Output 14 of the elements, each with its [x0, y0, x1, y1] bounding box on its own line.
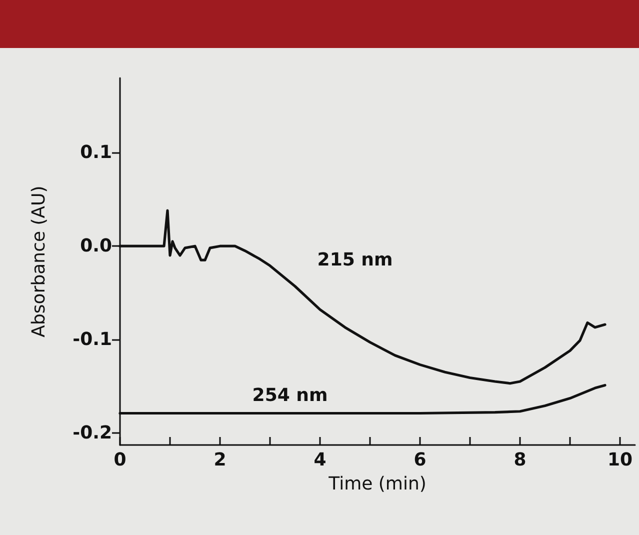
x-tick-label: 0: [114, 450, 126, 470]
x-tick-label: 6: [414, 450, 426, 470]
x-axis-title: Time (min): [328, 474, 426, 494]
y-axis-title: Absorbance (AU): [28, 186, 50, 338]
y-tick-label: 0.0: [80, 236, 112, 257]
series-label: 215 nm: [317, 250, 393, 271]
x-tick-label: 2: [214, 450, 226, 470]
x-tick-label: 8: [514, 450, 526, 470]
y-tick-label: -0.1: [72, 328, 112, 350]
y-tick-label: 0.1: [80, 142, 112, 164]
y-tick-label: -0.2: [72, 422, 112, 444]
x-tick-label: 10: [607, 450, 633, 470]
series-label: 254 nm: [252, 385, 328, 406]
x-tick-label: 4: [314, 450, 326, 470]
